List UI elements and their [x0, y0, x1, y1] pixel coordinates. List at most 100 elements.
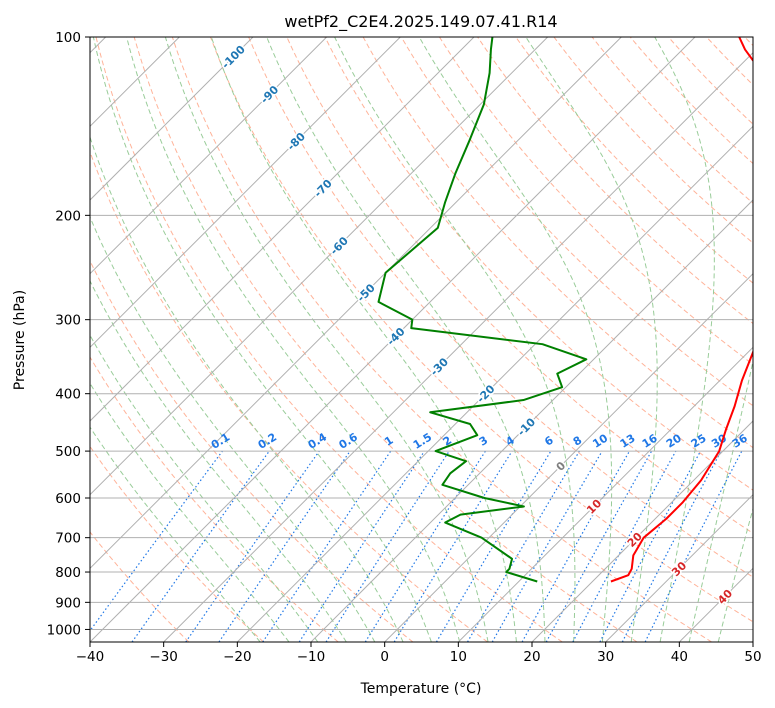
isotherm — [90, 37, 401, 349]
moist-adiabat — [90, 215, 376, 642]
pressure-gridlines — [90, 37, 753, 630]
moist-adiabat — [92, 37, 432, 642]
temperature-profile — [610, 37, 753, 583]
contour-labels: 0.1 0.2 0.4 0.6 1 1.5 2 3 4 6 8 10 13 16 20 25 30 36-100-… — [209, 41, 750, 608]
mixing-ratio-label: 13 — [618, 432, 638, 451]
dry-adiabat — [95, 37, 563, 642]
x-tick-label: 30 — [597, 649, 614, 665]
mixing-ratio-line — [262, 450, 392, 642]
x-tick-label: 10 — [450, 649, 467, 665]
mixing-ratio-label: 25 — [689, 432, 709, 451]
isotherm — [163, 51, 753, 642]
y-tick-label: 600 — [55, 491, 81, 507]
moist-adiabat — [90, 135, 404, 642]
mixing-ratio-label: 4 — [503, 433, 517, 448]
moist-adiabat — [525, 37, 658, 642]
dry-adiabat — [668, 37, 753, 125]
mixing-ratio-line — [572, 450, 677, 642]
mixing-ratio-line — [90, 450, 223, 632]
isotherm — [531, 420, 753, 642]
isotherm — [90, 37, 475, 422]
plot-area: 0.1 0.2 0.4 0.6 1 1.5 2 3 4 6 8 10 13 16 20 25 30 36-100-… — [90, 37, 753, 642]
moist-adiabat — [418, 37, 613, 642]
dry-adiabat — [324, 37, 753, 491]
dry-adiabat — [90, 150, 488, 642]
isotherm-label: -50 — [355, 281, 378, 304]
moist-adiabat — [334, 37, 576, 642]
isotherm-label: 0 — [554, 459, 569, 474]
mixing-ratio-line — [599, 450, 702, 642]
mixing-ratio-label: 10 — [590, 431, 610, 450]
chart-title: wetPf2_C2E4.2025.149.07.41.R14 — [284, 12, 557, 32]
mixing-ratio-line — [131, 450, 270, 642]
isotherms — [90, 37, 753, 642]
isotherm-label: -30 — [428, 355, 451, 378]
dry-adiabat — [171, 37, 712, 642]
x-axis: −40 −30 −20 −10 0 10 20 30 40 50 — [76, 642, 762, 665]
mixing-ratio-label: 1 — [382, 434, 395, 449]
dry-adiabat — [90, 259, 414, 642]
mixing-ratio-line — [185, 450, 320, 642]
dry-adiabat — [133, 37, 638, 642]
mixing-ratio-label: 0.1 — [209, 430, 232, 451]
isotherm — [90, 37, 696, 642]
dry-adiabat — [90, 445, 264, 642]
moist-adiabat — [126, 37, 461, 642]
dry-adiabat — [515, 37, 753, 284]
dry-adiabat — [210, 37, 753, 623]
mixing-ratio-label: 0.2 — [256, 430, 279, 451]
dry-adiabat — [744, 37, 753, 47]
isotherm — [90, 37, 622, 570]
y-tick-label: 200 — [55, 208, 81, 224]
y-tick-label: 100 — [55, 30, 81, 46]
moist-adiabat — [90, 334, 319, 642]
dry-adiabat — [706, 37, 753, 86]
dry-adiabat — [90, 356, 339, 642]
y-tick-label: 1000 — [47, 622, 81, 638]
x-tick-label: 0 — [380, 649, 389, 665]
isotherm — [678, 567, 753, 642]
moist-adiabat — [688, 358, 753, 642]
isotherm — [457, 346, 753, 642]
isotherm-label: 40 — [715, 587, 735, 607]
mixing-ratio-line — [393, 450, 513, 642]
isotherm-label: -100 — [219, 43, 248, 72]
y-tick-label: 400 — [55, 387, 81, 403]
x-tick-label: −30 — [149, 649, 178, 665]
x-tick-label: −40 — [76, 649, 105, 665]
dry-adiabat — [439, 37, 753, 366]
isotherm-label: -90 — [258, 83, 281, 106]
dry-adiabat — [90, 531, 190, 642]
moist-adiabat — [90, 382, 290, 642]
isotherm — [236, 125, 753, 642]
dry-adiabat — [591, 37, 753, 204]
mixing-ratio-label: 3 — [477, 434, 490, 449]
y-tick-label: 300 — [55, 313, 81, 329]
dry-adiabats — [90, 37, 753, 642]
plot-frame — [89, 36, 754, 643]
mixing-ratio-line — [521, 450, 631, 642]
dry-adiabat — [362, 37, 753, 449]
isotherm — [384, 272, 753, 642]
dry-adiabat — [248, 37, 753, 578]
mixing-ratio-line — [325, 450, 450, 642]
mixing-ratio-label: 36 — [730, 431, 750, 450]
y-tick-label: 900 — [55, 595, 81, 611]
isotherm — [605, 493, 753, 642]
isotherm — [90, 37, 549, 496]
moist-adiabat — [717, 506, 753, 642]
y-tick-label: 800 — [55, 565, 81, 581]
y-axis-label: Pressure (hPa) — [12, 290, 28, 390]
y-tick-label: 700 — [55, 531, 81, 547]
x-tick-label: 50 — [744, 649, 761, 665]
mixing-ratio-line — [545, 450, 653, 642]
dewpoint-profile — [377, 37, 588, 583]
isotherm — [90, 37, 328, 275]
mixing-ratio-label: 16 — [640, 431, 660, 450]
isotherm — [752, 641, 753, 642]
x-tick-label: −10 — [297, 649, 326, 665]
mixing-ratio-line — [218, 450, 351, 642]
moist-adiabats — [90, 37, 753, 642]
moist-adiabat — [654, 37, 715, 642]
